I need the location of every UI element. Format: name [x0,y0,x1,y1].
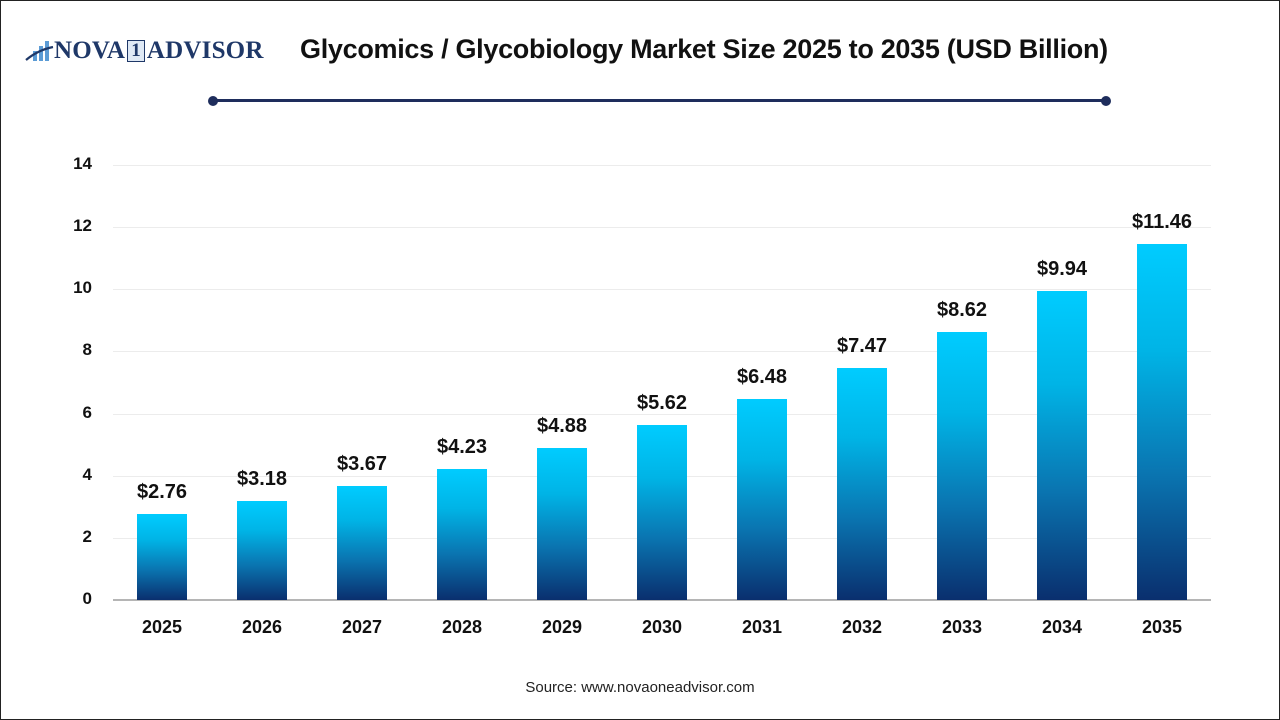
gridline [113,413,1211,415]
y-tick-label: 2 [82,526,92,546]
bar-2032 [837,367,887,600]
x-axis-line [113,599,1211,601]
x-tick-label: 2028 [441,617,483,637]
bar-2035 [1137,243,1187,600]
bar-value-label: $3.67 [336,452,388,475]
bar-2026 [237,501,287,600]
bar-value-label: $7.47 [836,334,888,357]
x-tick-label: 2035 [1141,617,1183,637]
x-tick-label: 2034 [1041,617,1083,637]
bar-value-label: $4.88 [536,415,588,438]
y-tick-label: 14 [73,154,92,173]
bar-chart-swoosh-icon [25,41,54,61]
brand-name-left: NOVA [54,37,126,64]
bar-value-label: $2.76 [136,481,188,504]
bar-value-label: $9.94 [1036,258,1088,281]
bar-2031 [737,398,787,600]
bar-value-label: $6.48 [736,365,788,388]
bar-2033 [937,332,987,600]
gridline [113,165,1211,166]
y-tick-label: 8 [82,340,92,360]
chart-title: Glycomics / Glycobiology Market Size 202… [300,34,1108,64]
gridline [113,351,1211,353]
bar-2030 [637,425,687,600]
title-underline-dot-right [1101,96,1111,106]
bar-value-label: $4.23 [436,435,488,458]
y-tick-label: 10 [73,278,92,298]
bar-2027 [337,485,387,600]
bar-2029 [537,448,587,600]
x-tick-label: 2033 [941,617,983,637]
y-tick-label: 0 [82,589,92,608]
bar-2034 [1037,291,1087,600]
bar-2025 [137,514,187,600]
x-tick-label: 2031 [741,617,783,637]
bar-2028 [437,468,487,600]
source-note: Source: www.novaoneadvisor.com [525,679,755,696]
x-tick-label: 2026 [241,617,283,637]
bar-value-label: $3.18 [236,468,288,491]
y-tick-label: 4 [82,464,92,484]
brand-name-right: ADVISOR [146,37,264,64]
title-underline-dot-left [208,96,218,106]
x-tick-label: 2030 [641,617,683,637]
x-tick-label: 2032 [841,617,883,637]
bar-value-label: $11.46 [1131,210,1193,233]
bar-value-label: $5.62 [636,392,688,415]
x-tick-label: 2029 [541,617,583,637]
y-tick-label: 6 [82,402,92,422]
bar-value-label: $8.62 [936,299,988,322]
x-tick-label: 2027 [341,617,383,637]
title-underline [213,99,1106,102]
x-tick-label: 2025 [141,617,183,637]
brand-logo: NOVA 1 ADVISOR [24,36,264,66]
gridline [113,289,1211,291]
brand-name-box: 1 [127,40,145,62]
y-tick-label: 12 [73,216,92,236]
gridline [113,227,1211,229]
